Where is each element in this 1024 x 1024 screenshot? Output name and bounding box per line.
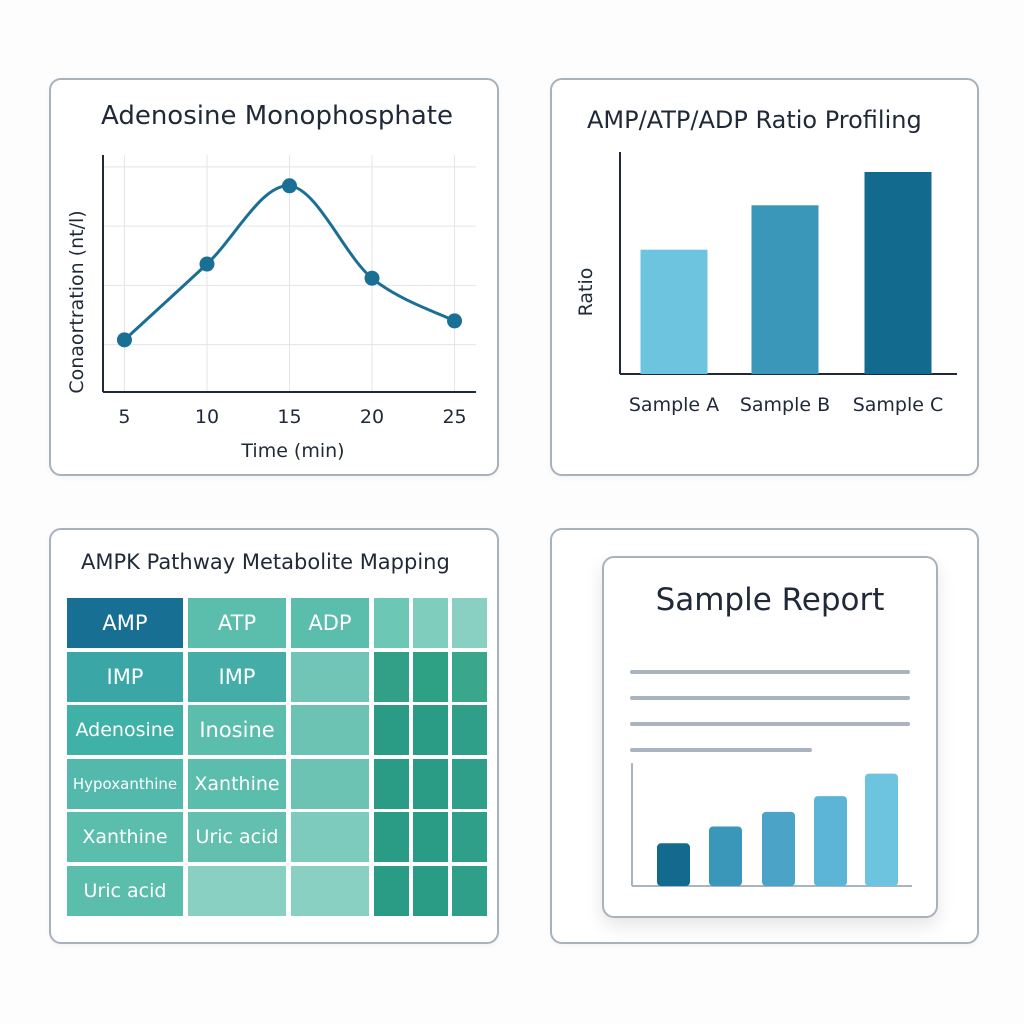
report-title: Sample Report	[655, 582, 885, 618]
amp-line-chart-panel: Adenosine Monophosphate 5 10 15 20 25 Time (…	[49, 78, 499, 476]
x-tick-labels: 5 10 15 20 25	[118, 406, 466, 428]
bar	[751, 205, 819, 374]
text-line-placeholder	[630, 748, 812, 752]
heatmap-cell-labeled: Adenosine	[67, 705, 183, 756]
x-tick-label: Sample C	[853, 394, 944, 416]
data-point	[447, 313, 463, 329]
chart-title: Adenosine Monophosphate	[101, 101, 453, 131]
x-tick-labels: Sample A Sample B Sample C	[629, 394, 943, 416]
heatmap-cell	[291, 651, 369, 702]
heatmap-cell	[452, 866, 487, 916]
chart-grid	[103, 155, 476, 392]
bars	[657, 773, 898, 886]
chart-axes	[102, 155, 476, 393]
heatmap-cell	[452, 812, 487, 863]
text-line-placeholder	[630, 722, 910, 726]
x-axis-label: Time (min)	[240, 440, 344, 462]
x-tick-label: 10	[195, 406, 219, 428]
heatmap-cell	[413, 651, 448, 702]
heatmap-cell-labeled: Xanthine	[188, 758, 286, 809]
ratio-bar-chart-panel: AMP/ATP/ADP Ratio Profiling Ratio Sample…	[550, 78, 979, 476]
x-tick-label: 20	[360, 406, 384, 428]
x-tick-label: Sample A	[629, 394, 719, 416]
heatmap-cell	[374, 598, 409, 648]
x-tick-label: Sample B	[740, 394, 830, 416]
heatmap-cell	[291, 812, 369, 863]
heatmap-cell-labeled: AMP	[67, 598, 183, 648]
heatmap-cell	[374, 705, 409, 756]
bar	[762, 811, 795, 886]
heatmap-cell	[413, 598, 448, 648]
sample-report-panel: Sample Report	[550, 528, 979, 944]
heatmap-cell	[413, 812, 448, 863]
heatmap-cell-labeled: Hypoxanthine	[67, 758, 183, 809]
heatmap-cell-labeled: Xanthine	[67, 812, 183, 863]
heatmap-cell	[413, 758, 448, 809]
heatmap-cell	[291, 758, 369, 809]
heatmap-cell	[188, 866, 286, 916]
series-points	[116, 178, 463, 348]
y-axis-label: Conaortration (nt/l)	[66, 210, 88, 393]
heatmap-cell	[374, 758, 409, 809]
heatmap-cell	[291, 705, 369, 756]
heatmap-cell	[452, 598, 487, 648]
heatmap-cell	[374, 812, 409, 863]
chart-title: AMP/ATP/ADP Ratio Profiling	[587, 106, 922, 134]
heatmap-cell	[374, 651, 409, 702]
bar	[657, 843, 690, 886]
heatmap-cell	[413, 866, 448, 916]
heatmap-cell	[374, 866, 409, 916]
bars	[640, 171, 932, 374]
report-card[interactable]: Sample Report	[602, 556, 938, 918]
bar	[864, 171, 932, 374]
bar	[640, 249, 708, 374]
heatmap-cell-labeled: IMP	[67, 651, 183, 702]
y-axis-label: Ratio	[575, 268, 597, 317]
bar	[865, 773, 898, 886]
metabolite-heatmap-panel: AMPK Pathway Metabolite Mapping AMP ATP AD…	[49, 528, 499, 944]
amp-line-chart: Adenosine Monophosphate 5 10 15 20 25 Time (…	[66, 101, 476, 462]
heatmap-cell-labeled: Uric acid	[67, 866, 183, 916]
heatmap-cell	[291, 866, 369, 916]
heatmap-cell	[452, 758, 487, 809]
heatmap-cell	[452, 705, 487, 756]
data-point	[282, 178, 297, 194]
heatmap-cell-labeled: Uric acid	[188, 812, 286, 863]
bar	[709, 826, 742, 886]
ratio-bar-chart: AMP/ATP/ADP Ratio Profiling Ratio Sample…	[575, 106, 957, 416]
heatmap-cell-labeled: ADP	[291, 598, 369, 648]
data-point	[364, 270, 380, 286]
bar	[814, 796, 847, 886]
x-tick-label: 25	[442, 406, 466, 428]
data-point	[116, 332, 132, 348]
data-point	[199, 256, 215, 272]
chart-title: AMPK Pathway Metabolite Mapping	[81, 550, 450, 574]
x-tick-label: 15	[277, 406, 301, 428]
heatmap-cell-labeled: ATP	[188, 598, 286, 648]
text-line-placeholder	[630, 696, 910, 700]
x-tick-label: 5	[118, 406, 130, 428]
report-bar-chart	[631, 763, 912, 887]
heatmap-cell	[452, 651, 487, 702]
text-line-placeholder	[630, 670, 910, 674]
heatmap-cell	[413, 705, 448, 756]
heatmap-grid: AMP ATP ADP IMP IMP Adenosine Inosine Hypoxanth…	[67, 598, 487, 916]
heatmap-cell-labeled: IMP	[188, 651, 286, 702]
heatmap-cell-labeled: Inosine	[188, 705, 286, 756]
